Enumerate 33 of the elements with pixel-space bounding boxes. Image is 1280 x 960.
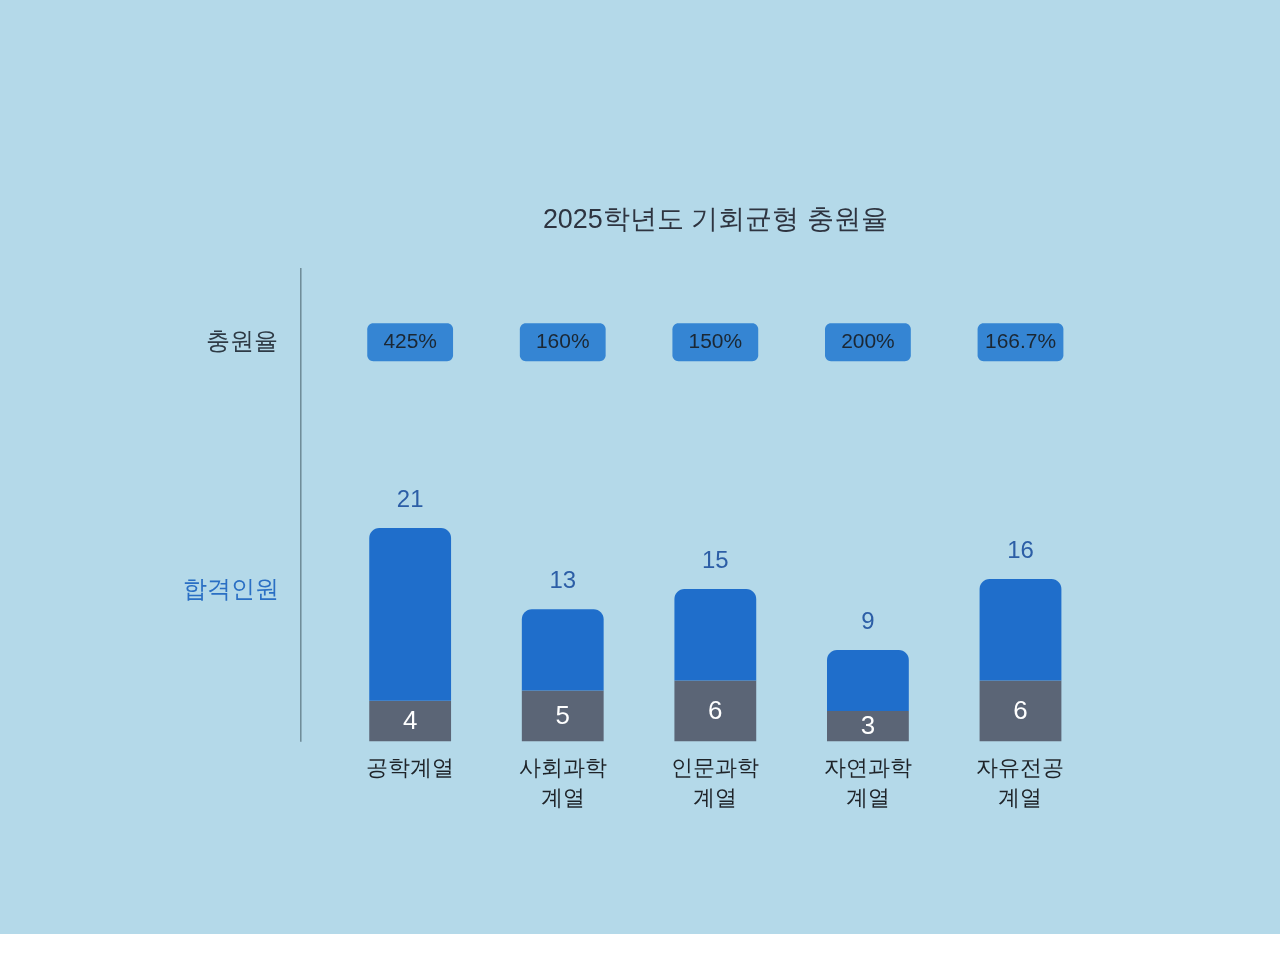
bar <box>674 680 757 742</box>
x-tick-label: 자유전공 계열 <box>976 754 1065 810</box>
x-tick-label: 인문과학 계열 <box>671 754 760 810</box>
data-label: 6 <box>708 695 723 724</box>
data-label: 5 <box>555 700 570 729</box>
data-label: 6 <box>1013 695 1028 724</box>
total-label: 21 <box>396 485 424 513</box>
y-axis-title: 합격인원 <box>182 575 279 603</box>
bar <box>827 649 909 711</box>
total-label: 9 <box>861 607 875 635</box>
bar <box>369 700 452 742</box>
text: 200% <box>841 329 895 353</box>
text: 충원율 <box>206 327 279 355</box>
text: 425% <box>383 329 437 353</box>
total-label: 13 <box>549 566 577 594</box>
x-tick-label: 공학계열 <box>366 754 455 780</box>
x-tick-label: 사회과학 계열 <box>518 754 607 810</box>
bar <box>827 710 909 742</box>
bar <box>979 578 1062 681</box>
bar <box>369 528 452 701</box>
chart-title: 2025학년도 기회균형 충원율 <box>542 203 888 234</box>
text: 166.7% <box>984 329 1056 353</box>
bar <box>979 680 1062 742</box>
bar <box>521 609 604 691</box>
total-label: 16 <box>1007 535 1034 563</box>
bar <box>521 690 604 742</box>
bar <box>674 589 757 681</box>
text: 160% <box>535 329 590 353</box>
text: 150% <box>688 329 743 353</box>
x-tick-label: 자연과학 계열 <box>823 754 912 810</box>
data-label: 4 <box>402 706 418 735</box>
data-label: 3 <box>860 711 876 740</box>
total-label: 15 <box>702 546 729 574</box>
